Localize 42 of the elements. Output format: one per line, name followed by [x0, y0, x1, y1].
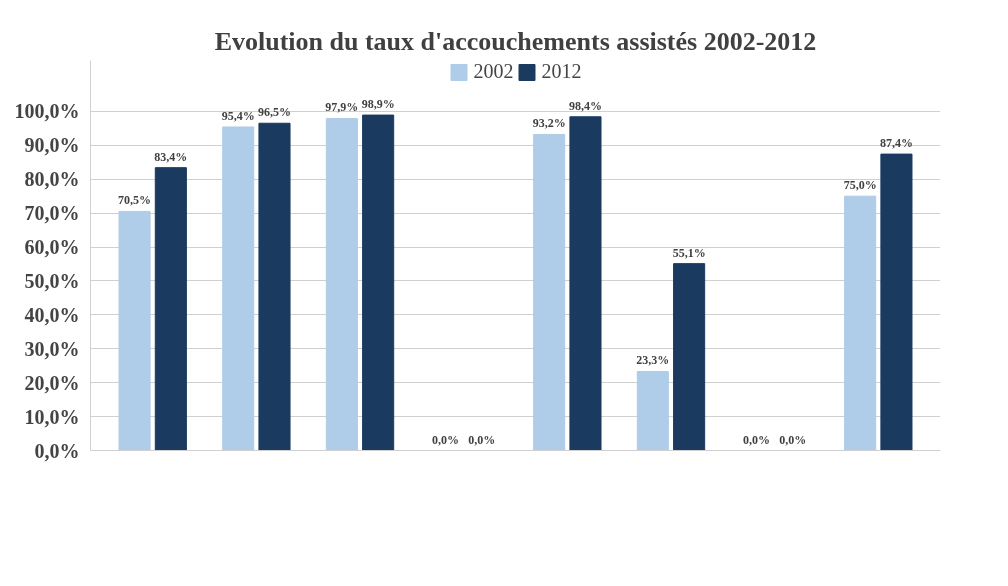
- y-tick-label: 40,0%: [24, 303, 80, 326]
- data-label: 98,9%: [361, 97, 395, 112]
- y-tick-label: 100,0%: [14, 100, 80, 123]
- bar: [673, 263, 706, 451]
- data-label: 97,9%: [325, 100, 359, 115]
- y-tick-label: 60,0%: [24, 236, 80, 259]
- bar: [880, 153, 913, 451]
- bar: [258, 122, 291, 451]
- data-label: 83,4%: [154, 149, 188, 164]
- chart-title: Evolution du taux d'accouchements assistés 2002-2012: [214, 26, 817, 56]
- data-label: 98,4%: [568, 98, 602, 113]
- data-label: 0,0%: [432, 432, 460, 447]
- data-label: 0,0%: [743, 432, 771, 447]
- bar: [154, 167, 187, 451]
- y-tick-label: 50,0%: [24, 269, 80, 292]
- y-tick-label: 70,0%: [24, 202, 80, 225]
- bar: [636, 370, 669, 451]
- bar: [569, 116, 602, 451]
- bar: [118, 210, 151, 451]
- bar: [533, 133, 566, 451]
- legend-label: 2002: [473, 60, 514, 83]
- y-tick-label: 0,0%: [34, 439, 80, 462]
- data-label: 55,1%: [672, 245, 706, 260]
- legend-label: 2012: [541, 60, 582, 83]
- data-label: 70,5%: [118, 193, 152, 208]
- data-label: 0,0%: [779, 432, 807, 447]
- data-label: 23,3%: [636, 353, 670, 368]
- bar: [844, 195, 877, 451]
- data-label: 93,2%: [532, 116, 566, 131]
- y-tick-label: 80,0%: [24, 168, 80, 191]
- data-label: 0,0%: [468, 432, 496, 447]
- data-label: 95,4%: [221, 108, 255, 123]
- bar: [362, 114, 395, 451]
- data-label: 75,0%: [843, 178, 877, 193]
- y-tick-label: 90,0%: [24, 134, 80, 157]
- y-tick-label: 20,0%: [24, 371, 80, 394]
- bar: [222, 126, 255, 451]
- data-label: 87,4%: [879, 136, 913, 151]
- y-tick-label: 30,0%: [24, 337, 80, 360]
- y-tick-label: 10,0%: [24, 405, 80, 428]
- bar: [325, 117, 358, 451]
- data-label: 96,5%: [257, 105, 291, 120]
